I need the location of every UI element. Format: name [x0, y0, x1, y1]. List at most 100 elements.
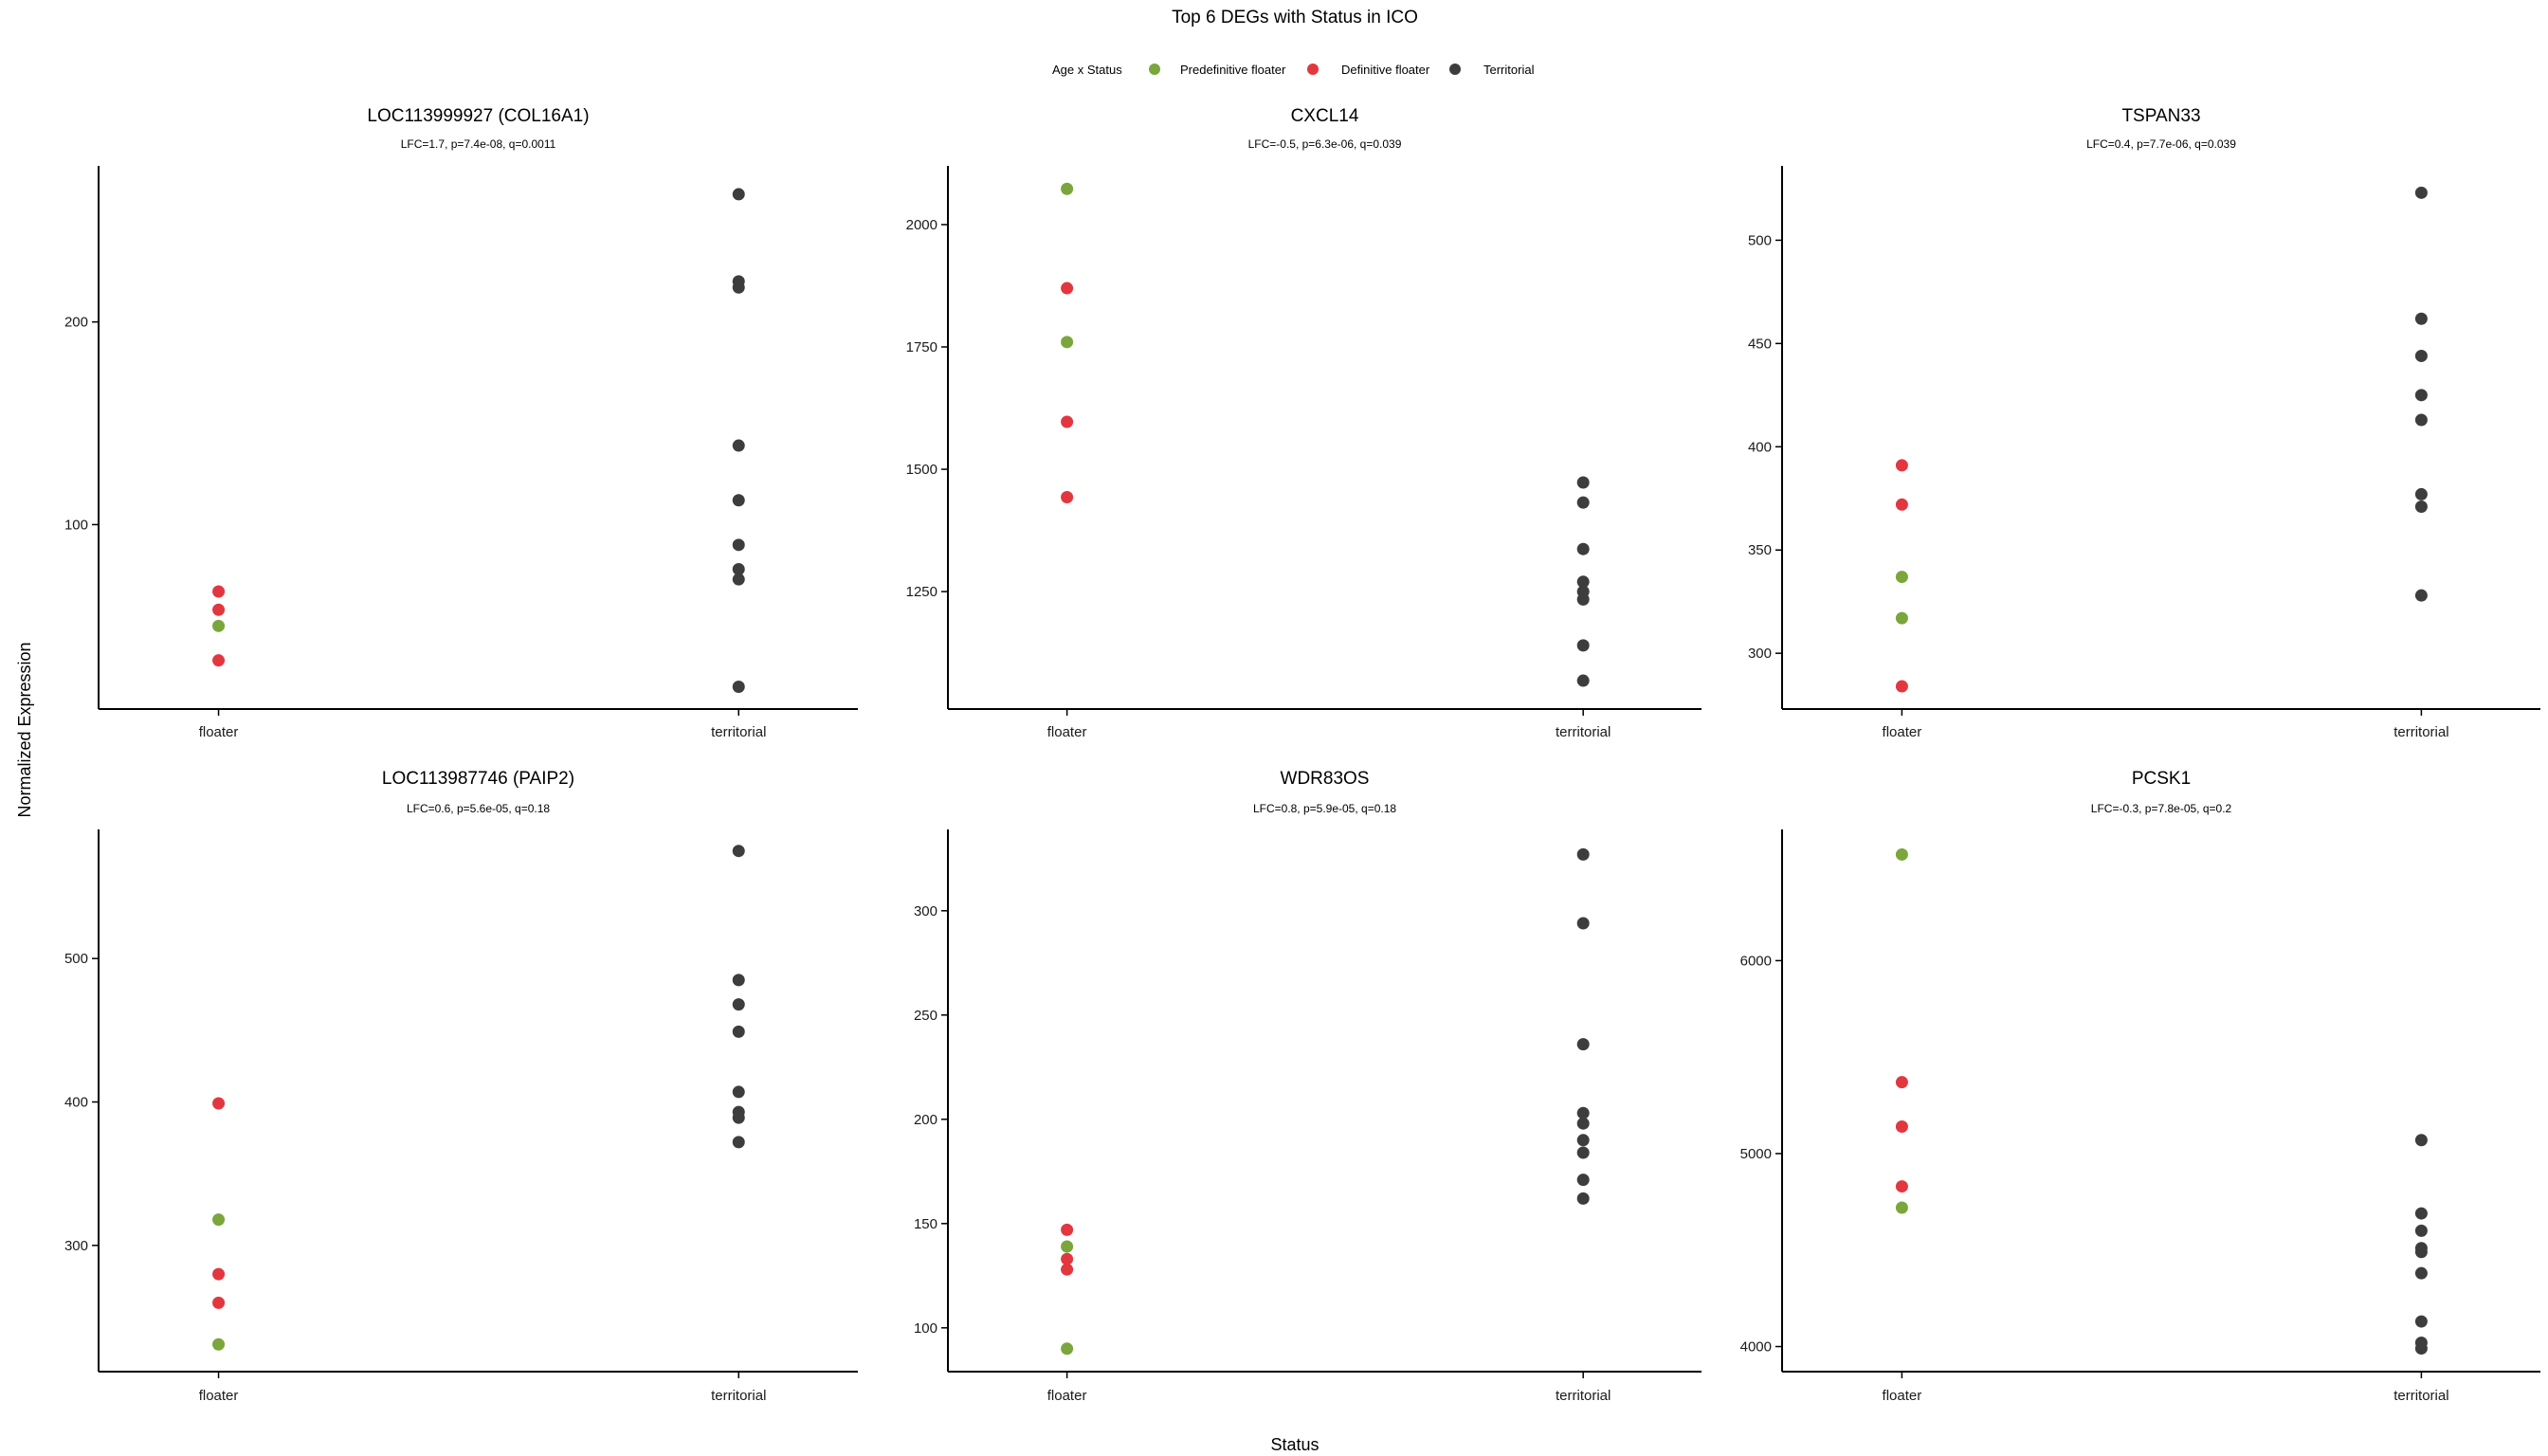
data-point — [1895, 498, 1908, 511]
y-tick-label: 450 — [1748, 336, 1772, 352]
y-tick-label: 4000 — [1740, 1339, 1772, 1356]
y-tick-label: 6000 — [1740, 953, 1772, 969]
data-point — [1895, 1076, 1908, 1089]
facet-panel-5: WDR83OS LFC=0.8, p=5.9e-05, q=0.18 100 150 2… — [914, 769, 1702, 1404]
legend-label-predefinitive: Predefinitive floater — [1180, 63, 1286, 77]
y-tick-label: 500 — [1748, 232, 1772, 248]
panel-title: PCSK1 — [2132, 769, 2191, 789]
y-tick-label: 1500 — [906, 462, 937, 478]
data-point — [1061, 1240, 1074, 1253]
legend: Age x Status Predefinitive floater Defin… — [1052, 63, 1535, 77]
x-tick-label: floater — [1047, 1388, 1087, 1404]
panel-title: LOC113999927 (COL16A1) — [367, 106, 589, 126]
data-point — [2414, 1207, 2428, 1220]
data-point — [1576, 1192, 1590, 1205]
data-point — [1576, 917, 1590, 930]
y-tick-label: 250 — [914, 1008, 937, 1024]
data-point — [1061, 415, 1074, 428]
data-point — [732, 188, 745, 201]
data-point — [732, 680, 745, 693]
y-tick-label: 300 — [1748, 646, 1772, 662]
data-point — [1576, 1038, 1590, 1051]
data-point — [212, 603, 226, 616]
facet-panels: LOC113999927 (COL16A1) LFC=1.7, p=7.4e-08… — [64, 106, 2540, 1404]
y-tick-label: 100 — [64, 517, 88, 533]
figure-title: Top 6 DEGs with Status in ICO — [1172, 8, 1418, 27]
x-tick-label: territorial — [711, 1388, 766, 1404]
data-point — [2414, 349, 2428, 362]
y-tick-label: 350 — [1748, 542, 1772, 558]
legend-label-territorial: Territorial — [1483, 63, 1535, 77]
legend-dot-territorial-icon — [1449, 64, 1461, 75]
y-tick-label: 300 — [914, 903, 937, 919]
panel-title: TSPAN33 — [2121, 106, 2200, 126]
data-point — [1576, 1134, 1590, 1147]
data-point — [1576, 1117, 1590, 1130]
data-point — [2414, 312, 2428, 325]
data-point — [2414, 1342, 2428, 1356]
data-point — [1576, 847, 1590, 861]
data-point — [1576, 496, 1590, 509]
y-tick-label: 100 — [914, 1320, 937, 1337]
data-point — [1061, 1342, 1074, 1356]
data-point — [2414, 487, 2428, 500]
data-point — [732, 1111, 745, 1124]
y-tick-label: 1250 — [906, 584, 937, 600]
panel-subtitle: LFC=-0.3, p=7.8e-05, q=0.2 — [2091, 802, 2232, 815]
x-tick-label: territorial — [711, 724, 766, 740]
y-tick-label: 1750 — [906, 339, 937, 355]
data-point — [732, 281, 745, 294]
panel-title: WDR83OS — [1281, 769, 1370, 789]
data-point — [2414, 1246, 2428, 1259]
data-point — [1576, 575, 1590, 589]
y-tick-label: 200 — [914, 1112, 937, 1128]
data-point — [212, 1267, 226, 1281]
data-point — [732, 845, 745, 858]
data-point — [732, 562, 745, 575]
x-axis-title: Status — [1270, 1435, 1319, 1454]
data-point — [2414, 413, 2428, 427]
data-point — [1061, 282, 1074, 295]
panel-subtitle: LFC=-0.5, p=6.3e-06, q=0.039 — [1248, 137, 1402, 151]
facet-panel-2: CXCL14 LFC=-0.5, p=6.3e-06, q=0.039 1250 15… — [906, 106, 1702, 740]
facet-panel-4: LOC113987746 (PAIP2) LFC=0.6, p=5.6e-05, … — [64, 769, 858, 1404]
y-axis-title: Normalized Expression — [15, 642, 34, 817]
data-point — [1895, 1180, 1908, 1193]
data-point — [1576, 674, 1590, 687]
data-point — [1061, 490, 1074, 503]
y-tick-label: 150 — [914, 1216, 937, 1232]
y-tick-label: 200 — [64, 315, 88, 331]
data-point — [1576, 1146, 1590, 1159]
data-point — [1895, 847, 1908, 861]
data-point — [212, 1213, 226, 1227]
x-tick-label: floater — [1883, 1388, 1922, 1404]
data-point — [2414, 389, 2428, 402]
data-point — [2414, 589, 2428, 602]
panel-subtitle: LFC=1.7, p=7.4e-08, q=0.0011 — [401, 137, 556, 151]
panel-title: CXCL14 — [1291, 106, 1359, 126]
y-tick-label: 2000 — [906, 217, 937, 233]
data-point — [212, 585, 226, 598]
data-point — [2414, 500, 2428, 513]
legend-dot-definitive-icon — [1307, 64, 1319, 75]
data-point — [1576, 1106, 1590, 1119]
facet-panel-3: TSPAN33 LFC=0.4, p=7.7e-06, q=0.039 300 350… — [1748, 106, 2540, 740]
x-tick-label: floater — [199, 724, 239, 740]
data-point — [1061, 182, 1074, 195]
data-point — [2414, 186, 2428, 199]
data-point — [212, 654, 226, 667]
data-point — [1576, 592, 1590, 606]
data-point — [1895, 1201, 1908, 1214]
data-point — [1061, 1223, 1074, 1236]
data-point — [1895, 571, 1908, 584]
panel-subtitle: LFC=0.4, p=7.7e-06, q=0.039 — [2086, 137, 2236, 151]
data-point — [732, 1136, 745, 1149]
x-tick-label: floater — [199, 1388, 239, 1404]
x-tick-label: territorial — [1556, 724, 1611, 740]
data-point — [1576, 639, 1590, 652]
data-point — [732, 439, 745, 452]
facet-panel-1: LOC113999927 (COL16A1) LFC=1.7, p=7.4e-08… — [64, 106, 858, 740]
data-point — [732, 1025, 745, 1038]
data-point — [212, 1097, 226, 1110]
